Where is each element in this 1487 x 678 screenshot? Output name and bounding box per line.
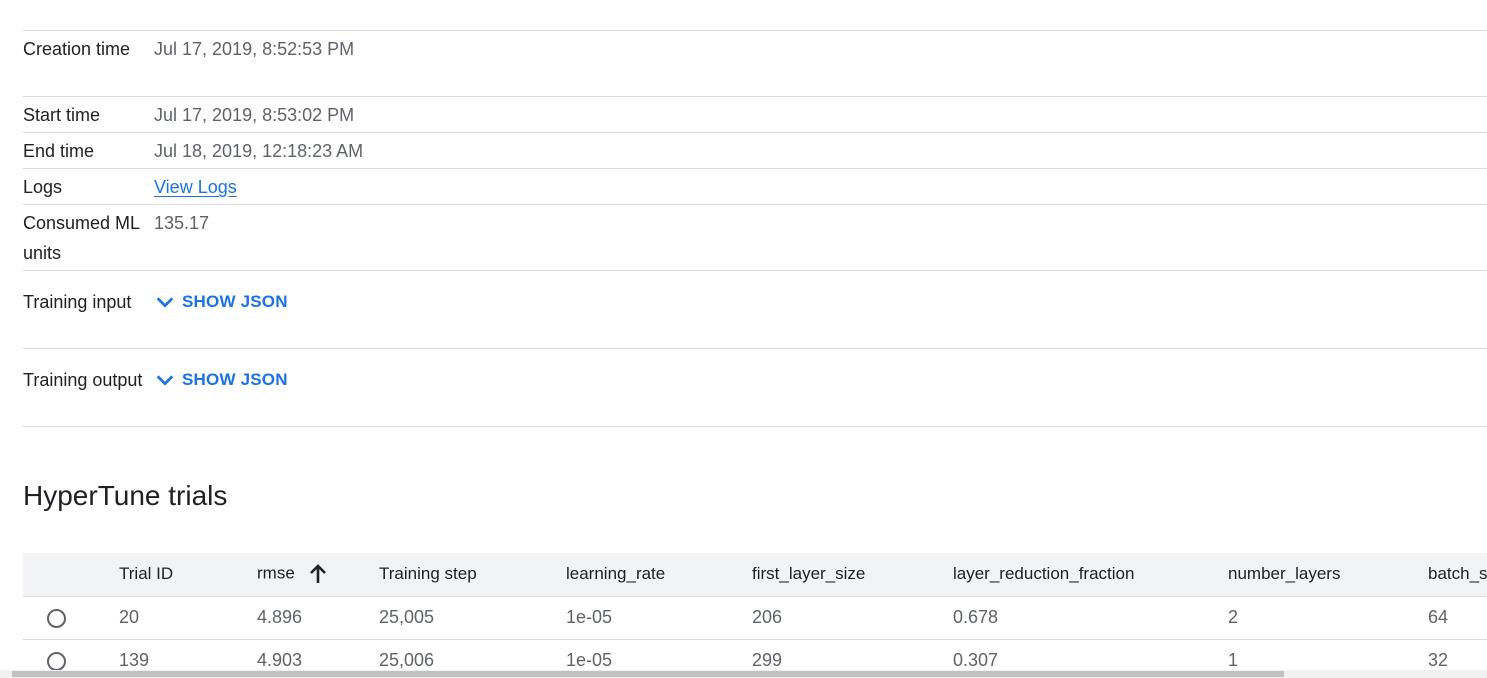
training-output-show-json-button[interactable]: SHOW JSON xyxy=(154,365,288,395)
detail-row-training-output: Training output SHOW JSON xyxy=(23,349,1487,427)
table-row[interactable]: 139 4.903 25,006 1e-05 299 0.307 1 32 xyxy=(23,639,1487,678)
cell-layer-reduction-fraction: 0.307 xyxy=(953,650,999,671)
consumed-ml-units-label: Consumed ML units xyxy=(23,213,140,263)
column-header-training-step[interactable]: Training step xyxy=(379,564,477,584)
column-header-layer-reduction-fraction[interactable]: layer_reduction_fraction xyxy=(953,564,1135,584)
job-details-list: Creation time Jul 17, 2019, 8:52:53 PM S… xyxy=(23,30,1487,427)
start-time-label: Start time xyxy=(23,105,101,125)
detail-row-end-time: End time Jul 18, 2019, 12:18:23 AM xyxy=(23,133,1487,169)
arrow-up-icon[interactable] xyxy=(308,563,328,585)
consumed-ml-units-value: 135.17 xyxy=(154,213,210,233)
cell-first-layer-size: 206 xyxy=(752,607,783,627)
column-header-rmse-label: rmse xyxy=(257,563,295,583)
hypertune-trials-table: Trial ID rmse Training step learning_rat… xyxy=(23,553,1487,678)
cell-training-step: 25,006 xyxy=(379,650,435,671)
column-header-batch-size[interactable]: batch_size xyxy=(1428,564,1487,584)
end-time-label: End time xyxy=(23,141,95,161)
column-header-number-layers[interactable]: number_layers xyxy=(1228,564,1341,584)
cell-rmse: 4.903 xyxy=(257,650,303,671)
detail-row-start-time: Start time Jul 17, 2019, 8:53:02 PM xyxy=(23,97,1487,133)
column-header-first-layer-size[interactable]: first_layer_size xyxy=(752,564,866,584)
cell-rmse: 4.896 xyxy=(257,607,303,627)
detail-row-logs: Logs View Logs xyxy=(23,169,1487,205)
cell-trial-id: 139 xyxy=(119,650,150,671)
cell-number-layers: 1 xyxy=(1228,650,1239,671)
cell-layer-reduction-fraction: 0.678 xyxy=(953,607,999,627)
training-output-show-json-label: SHOW JSON xyxy=(182,370,288,389)
horizontal-scrollbar[interactable] xyxy=(0,670,1487,678)
training-input-show-json-label: SHOW JSON xyxy=(182,292,288,311)
select-column-header xyxy=(23,553,119,596)
cell-learning-rate: 1e-05 xyxy=(566,650,613,671)
creation-time-label: Creation time xyxy=(23,39,131,59)
column-header-learning-rate[interactable]: learning_rate xyxy=(566,564,666,584)
column-header-trial-id[interactable]: Trial ID xyxy=(119,564,174,584)
horizontal-scrollbar-thumb[interactable] xyxy=(12,671,1284,677)
table-row[interactable]: 20 4.896 25,005 1e-05 206 0.678 2 64 xyxy=(23,596,1487,639)
cell-first-layer-size: 299 xyxy=(752,650,783,671)
start-time-value: Jul 17, 2019, 8:53:02 PM xyxy=(154,105,355,125)
cell-trial-id: 20 xyxy=(119,607,140,627)
end-time-value: Jul 18, 2019, 12:18:23 AM xyxy=(154,141,364,161)
detail-row-training-input: Training input SHOW JSON xyxy=(23,271,1487,349)
cell-training-step: 25,005 xyxy=(379,607,435,627)
detail-row-creation-time: Creation time Jul 17, 2019, 8:52:53 PM xyxy=(23,31,1487,97)
logs-label: Logs xyxy=(23,177,63,197)
chevron-down-icon xyxy=(156,375,174,386)
table-header-row: Trial ID rmse Training step learning_rat… xyxy=(23,553,1487,596)
chevron-down-icon xyxy=(156,297,174,308)
training-input-label: Training input xyxy=(23,292,132,312)
row-select-radio[interactable] xyxy=(47,608,66,628)
row-select-radio[interactable] xyxy=(47,652,66,671)
cell-batch-size: 64 xyxy=(1428,607,1449,627)
creation-time-value: Jul 17, 2019, 8:52:53 PM xyxy=(154,39,355,59)
hypertune-trials-title: HyperTune trials xyxy=(23,480,228,511)
cell-number-layers: 2 xyxy=(1228,607,1239,627)
training-output-label: Training output xyxy=(23,370,143,390)
detail-row-consumed-ml-units: Consumed ML units 135.17 xyxy=(23,205,1487,271)
hypertune-trials-table-container[interactable]: Trial ID rmse Training step learning_rat… xyxy=(23,553,1487,678)
column-header-rmse[interactable]: rmse xyxy=(257,553,379,596)
training-input-show-json-button[interactable]: SHOW JSON xyxy=(154,287,288,317)
cell-learning-rate: 1e-05 xyxy=(566,607,613,627)
cell-batch-size: 32 xyxy=(1428,650,1449,671)
view-logs-link[interactable]: View Logs xyxy=(154,177,237,197)
